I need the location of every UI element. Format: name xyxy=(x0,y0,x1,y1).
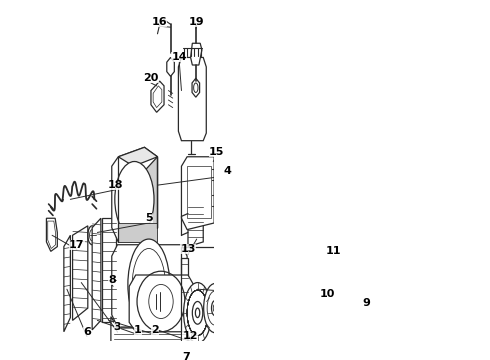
Bar xyxy=(187,166,211,218)
Text: 2: 2 xyxy=(151,325,159,335)
Polygon shape xyxy=(181,157,214,230)
Polygon shape xyxy=(102,218,116,322)
Text: 1: 1 xyxy=(134,325,142,335)
Circle shape xyxy=(193,301,203,324)
Bar xyxy=(181,247,229,346)
Text: 15: 15 xyxy=(209,147,224,157)
Text: 10: 10 xyxy=(319,289,335,299)
Polygon shape xyxy=(73,226,88,320)
Text: 4: 4 xyxy=(223,166,231,176)
Text: 12: 12 xyxy=(182,332,198,342)
Polygon shape xyxy=(112,245,187,327)
Text: 11: 11 xyxy=(326,246,341,256)
Text: 19: 19 xyxy=(189,17,204,27)
Polygon shape xyxy=(151,81,164,112)
Polygon shape xyxy=(118,147,157,166)
Polygon shape xyxy=(111,317,188,355)
Polygon shape xyxy=(145,157,157,242)
Bar xyxy=(118,223,157,242)
Text: 6: 6 xyxy=(83,327,91,337)
Polygon shape xyxy=(192,78,199,97)
Ellipse shape xyxy=(115,162,154,237)
Polygon shape xyxy=(129,275,195,332)
Text: 18: 18 xyxy=(107,180,123,190)
Text: 16: 16 xyxy=(152,17,168,27)
Polygon shape xyxy=(188,202,203,247)
Polygon shape xyxy=(191,43,202,65)
Text: 8: 8 xyxy=(108,275,116,285)
Polygon shape xyxy=(112,147,157,242)
Circle shape xyxy=(204,284,226,333)
Circle shape xyxy=(184,283,212,343)
Text: 9: 9 xyxy=(363,298,370,309)
Text: 13: 13 xyxy=(180,244,196,255)
Text: 3: 3 xyxy=(114,322,121,332)
Polygon shape xyxy=(167,58,174,76)
Polygon shape xyxy=(92,218,101,330)
Polygon shape xyxy=(64,235,71,332)
Text: 5: 5 xyxy=(145,213,152,223)
Text: 7: 7 xyxy=(182,352,190,360)
Text: 17: 17 xyxy=(69,240,85,250)
Text: 20: 20 xyxy=(143,73,159,83)
Circle shape xyxy=(212,301,219,316)
Bar xyxy=(181,258,189,310)
Polygon shape xyxy=(178,58,206,141)
Text: 14: 14 xyxy=(172,53,187,62)
Circle shape xyxy=(128,239,170,330)
